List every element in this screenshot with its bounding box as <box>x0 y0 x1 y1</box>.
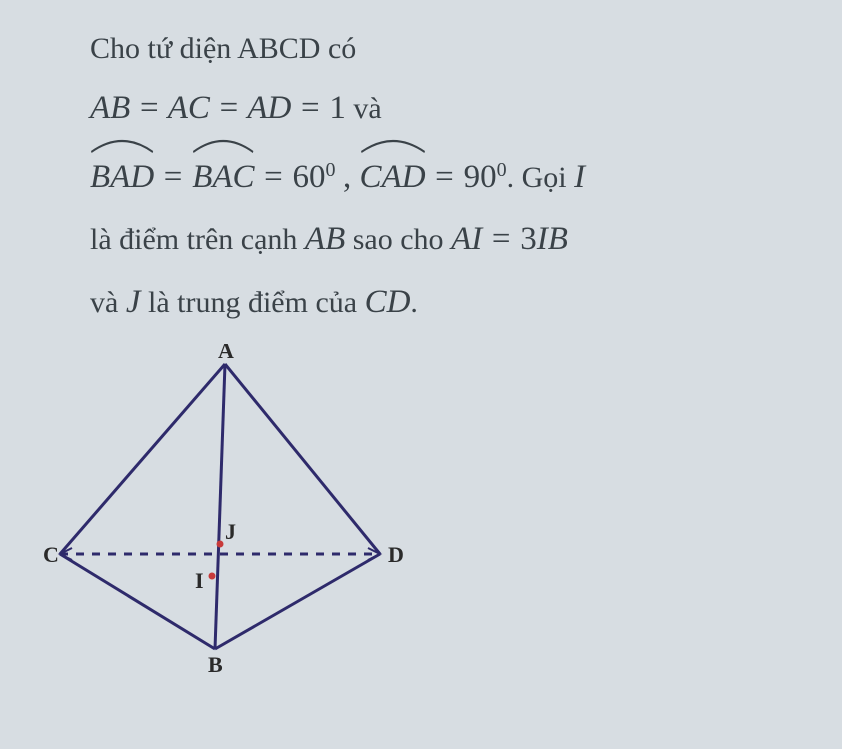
degree-sign: 0 <box>497 159 507 181</box>
text-ladiem: là điểm trên cạnh <box>90 223 305 256</box>
var-J: J <box>126 284 141 320</box>
svg-text:A: A <box>218 344 234 363</box>
problem-line-5: và J là trung điểm của CD. <box>90 271 812 334</box>
num-3: 3 <box>520 221 537 257</box>
angle-BAD: BAD <box>90 140 154 209</box>
eq-sign: = <box>299 90 330 126</box>
eq-sign: = <box>262 159 293 195</box>
svg-text:J: J <box>225 519 236 544</box>
tetrahedron-figure: A C D B JI <box>40 344 812 679</box>
var-CD: CD <box>365 284 411 320</box>
num-1: 1 <box>329 90 346 126</box>
comma: , <box>343 159 360 195</box>
eq-sign: = <box>162 159 193 195</box>
angle-BAC: BAC <box>192 140 254 209</box>
var-IB: IB <box>537 221 568 257</box>
problem-line-2: AB = AC = AD = 1 và <box>90 77 812 140</box>
text-intro: Cho tứ diện ABCD có <box>90 32 356 65</box>
text-goi: . Gọi <box>507 161 575 194</box>
svg-text:I: I <box>195 568 204 593</box>
eq-sign: = <box>217 90 247 126</box>
text-dot: . <box>410 286 418 319</box>
problem-line-3: BAD = BAC = 600 , CAD = 900. Gọi I <box>90 140 812 209</box>
problem-line-1: Cho tứ diện ABCD có <box>90 20 812 77</box>
tetrahedron-svg: A C D B JI <box>40 344 410 674</box>
degree-sign: 0 <box>326 159 336 181</box>
eq-sign: = <box>138 90 168 126</box>
text-saocho: sao cho <box>353 223 451 256</box>
eq-sign: = <box>490 221 521 257</box>
var-AB: AB <box>90 90 130 126</box>
var-AD: AD <box>247 90 291 126</box>
svg-text:D: D <box>388 542 404 567</box>
text-trungdiem: là trung điểm của <box>148 286 365 319</box>
text-va: và <box>353 92 381 125</box>
problem-line-4: là điểm trên cạnh AB sao cho AI = 3IB <box>90 208 812 271</box>
num-90: 90 <box>464 159 497 195</box>
var-I: I <box>574 159 585 195</box>
angle-CAD: CAD <box>360 140 426 209</box>
var-AB2: AB <box>305 221 345 257</box>
var-AC: AC <box>168 90 210 126</box>
eq-sign: = <box>433 159 464 195</box>
num-60: 60 <box>293 159 326 195</box>
text-va2: và <box>90 286 126 319</box>
svg-text:C: C <box>43 542 59 567</box>
svg-text:B: B <box>208 652 223 674</box>
var-AI: AI <box>451 221 482 257</box>
